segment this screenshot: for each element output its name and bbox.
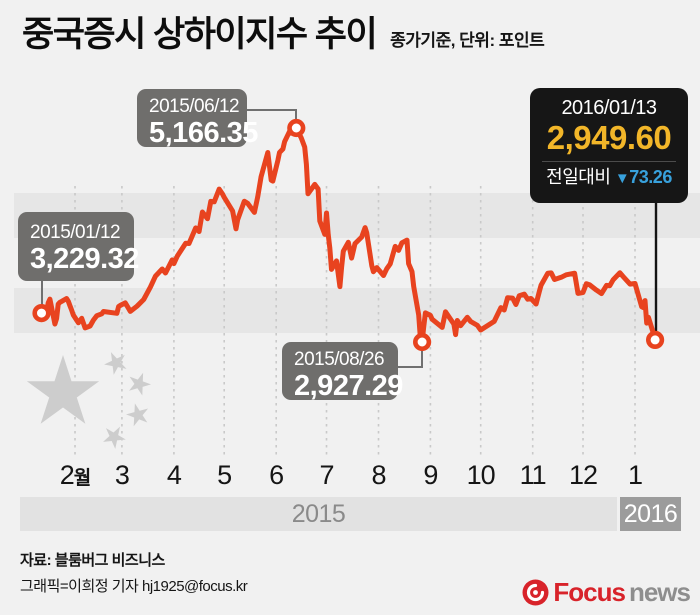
x-axis-label: 3 bbox=[114, 460, 130, 490]
x-axis-label: 4 bbox=[166, 460, 182, 490]
chart-subtitle: 종가기준, 단위: 포인트 bbox=[390, 31, 545, 50]
month-suffix: 월 bbox=[73, 468, 92, 489]
daily-change: 전일대비 ▼73.26 bbox=[546, 166, 672, 190]
year-box-2016: 2016 bbox=[620, 497, 681, 531]
small-star-icon bbox=[103, 426, 126, 449]
callout-date: 2015/06/12 bbox=[149, 96, 240, 117]
callout-start-value: 2015/01/12 3,229.32 bbox=[18, 212, 139, 281]
source-note: 자료: 블룸버그 비즈니스 bbox=[20, 552, 165, 569]
x-axis-label: 7 bbox=[319, 460, 334, 490]
callout-value: 3,229.32 bbox=[30, 243, 139, 275]
month-gridlines bbox=[74, 186, 636, 456]
data-point-marker bbox=[32, 304, 51, 323]
x-axis-label: 8 bbox=[371, 460, 386, 490]
x-axis-label: 9 bbox=[423, 460, 438, 490]
callout-date: 2016/01/13 bbox=[561, 97, 657, 119]
connector-peak bbox=[247, 109, 297, 120]
small-star-icon bbox=[129, 372, 151, 396]
small-star-icon bbox=[104, 352, 127, 375]
page-title: 중국증시 상하이지수 추이 bbox=[22, 15, 378, 54]
annotation-point-markers bbox=[32, 118, 665, 352]
credit-note: 그래픽=이희정 기자 hj1925@focus.kr bbox=[20, 578, 248, 595]
x-axis-label: 6 bbox=[269, 460, 284, 490]
data-point-marker bbox=[413, 332, 432, 352]
data-point-marker bbox=[645, 330, 665, 350]
down-arrow-and-change-value: ▼73.26 bbox=[614, 167, 672, 187]
x-axis-label: 10 bbox=[466, 460, 496, 490]
logo-text-focus: Focus bbox=[553, 577, 626, 607]
x-axis-month-labels: 2월 3 4 5 6 7 8 9 10 11 12 1 bbox=[0, 460, 700, 490]
small-star-icon bbox=[126, 403, 149, 427]
callout-value: 2,949.60 bbox=[546, 119, 672, 156]
x-axis-label: 5 bbox=[217, 460, 232, 490]
header: 중국증시 상하이지수 추이 종가기준, 단위: 포인트 bbox=[22, 14, 545, 56]
callout-peak-value: 2015/06/12 5,166.35 bbox=[137, 89, 258, 149]
callout-value: 5,166.35 bbox=[149, 117, 258, 149]
index-line-series bbox=[39, 125, 658, 345]
focus-logo-swirl-icon bbox=[522, 579, 549, 606]
year-bar-2015: 2015 bbox=[20, 497, 617, 531]
callout-connectors bbox=[41, 109, 423, 368]
china-flag-stars-watermark bbox=[26, 352, 151, 449]
x-axis-label: 12 bbox=[568, 460, 598, 490]
callout-low-value: 2015/08/26 2,927.29 bbox=[282, 342, 403, 402]
connector-low bbox=[398, 350, 423, 368]
change-label: 전일대비 bbox=[546, 167, 611, 187]
down-triangle-icon: ▼ bbox=[614, 170, 630, 187]
x-axis-label: 11 bbox=[519, 460, 547, 490]
divider bbox=[542, 161, 676, 162]
callout-date: 2015/08/26 bbox=[294, 349, 385, 370]
x-axis-label: 1 bbox=[627, 460, 643, 490]
data-point-marker bbox=[287, 118, 306, 138]
big-star-icon bbox=[26, 355, 100, 424]
focus-news-logo: Focus news bbox=[522, 577, 691, 608]
x-axis-label: 2월 bbox=[59, 460, 92, 490]
callout-date: 2015/01/12 bbox=[30, 222, 121, 243]
callout-value: 2,927.29 bbox=[294, 370, 403, 402]
callout-latest-value: 2016/01/13 2,949.60 전일대비 ▼73.26 bbox=[530, 88, 688, 203]
logo-text-news: news bbox=[628, 577, 691, 607]
